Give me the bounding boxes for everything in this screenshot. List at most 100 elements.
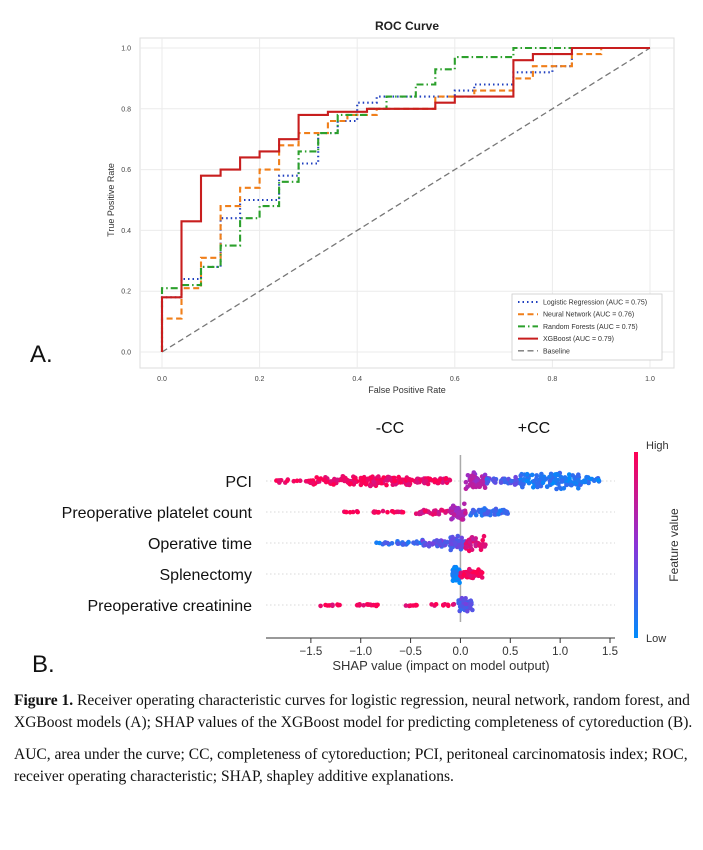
shap-dot <box>455 510 461 516</box>
shap-dot <box>470 536 476 542</box>
shap-dot <box>341 474 347 480</box>
panel-label-b: B. <box>32 651 55 678</box>
shap-dot <box>531 478 537 484</box>
shap-dot <box>480 541 486 547</box>
shap-dot <box>492 478 497 483</box>
shap-dot <box>455 505 461 511</box>
shap-dot <box>524 478 530 484</box>
shap-dot <box>558 474 564 480</box>
shap-dot <box>385 509 390 515</box>
shap-dot <box>497 508 503 514</box>
shap-dot <box>450 536 456 542</box>
shap-dot <box>344 509 349 515</box>
shap-dot <box>584 474 589 480</box>
shap-dot <box>555 472 560 477</box>
shap-dot <box>567 476 572 481</box>
shap-dot <box>524 471 530 477</box>
shap-dot <box>468 598 474 603</box>
shap-dot <box>423 478 429 484</box>
roc-x-tick-label: 0.8 <box>548 376 558 383</box>
caption-abbreviations: AUC, area under the curve; CC, completen… <box>14 746 688 785</box>
roc-legend-items: Logistic Regression (AUC = 0.75) Neural N… <box>518 300 647 355</box>
shap-dot <box>384 482 389 488</box>
shap-dot <box>361 603 366 608</box>
shap-dot <box>470 507 476 513</box>
shap-dot <box>439 507 444 513</box>
shap-dot <box>392 478 398 484</box>
shap-dot <box>503 509 509 514</box>
shap-dot <box>408 603 413 608</box>
shap-dot <box>470 482 476 487</box>
roc-y-tick-label: 0.4 <box>121 228 131 235</box>
shap-dot <box>535 484 540 490</box>
shap-dot <box>394 509 399 515</box>
shap-dot <box>462 501 467 507</box>
shap-dot <box>331 482 336 487</box>
shap-dot <box>429 602 434 607</box>
roc-y-tick-label: 0.6 <box>121 167 131 174</box>
shap-dot <box>361 479 367 484</box>
roc-legend-label-neural-network: Neural Network (AUC = 0.76) <box>543 312 634 319</box>
shap-dot <box>449 516 454 522</box>
shap-dot <box>566 472 572 477</box>
shap-x-axis: −1.5 −1.0 −0.5 0.0 0.5 1.0 1.5 <box>266 637 618 658</box>
shap-dot <box>406 540 411 545</box>
shap-dot <box>318 603 323 609</box>
shap-dot <box>476 482 482 487</box>
shap-dot <box>426 544 432 549</box>
shap-dot <box>456 600 461 606</box>
roc-legend-label-random-forests: Random Forests (AUC = 0.75) <box>543 324 638 331</box>
shap-dot <box>445 539 450 545</box>
roc-x-axis-label: False Positive Rate <box>368 385 446 395</box>
shap-dot <box>422 542 428 548</box>
shap-dot <box>553 477 559 482</box>
shap-dot <box>354 602 360 608</box>
shap-dot <box>463 601 469 607</box>
shap-dot <box>430 541 436 546</box>
shap-dot <box>451 569 456 575</box>
shap-dot <box>521 482 526 487</box>
shap-dot <box>467 602 473 608</box>
shap-row-preoperative-platelet-count <box>342 501 511 522</box>
panel-label-a: A. <box>30 341 53 368</box>
shap-dot <box>463 510 468 515</box>
shap-dot <box>415 480 420 485</box>
shap-dot <box>468 573 474 579</box>
shap-dot <box>560 478 565 484</box>
shap-dot <box>352 476 357 482</box>
shap-dot <box>534 473 539 478</box>
roc-chart: 0.0 0.2 0.4 0.6 0.8 1.0 0.0 0.2 0.4 0.6 0.8 1.0 ROC… <box>106 19 675 395</box>
shap-dot <box>278 478 284 483</box>
shap-dot <box>376 480 381 486</box>
shap-dot <box>406 476 411 482</box>
shap-dot <box>442 602 448 607</box>
shap-dot <box>365 477 371 482</box>
shap-dot <box>457 580 462 586</box>
shap-dot <box>465 608 470 614</box>
shap-dot <box>596 477 601 483</box>
shap-dot <box>508 478 514 484</box>
roc-x-tick-label: 0.6 <box>450 376 460 383</box>
shap-dot <box>337 602 342 608</box>
shap-dot <box>443 476 449 482</box>
shap-dot <box>400 542 406 547</box>
shap-dot <box>433 602 439 607</box>
shap-dot <box>513 474 518 480</box>
shap-dot <box>450 578 456 583</box>
shap-dot <box>440 542 445 547</box>
shap-dot <box>371 509 377 514</box>
shap-x-tick-label: 1.5 <box>602 646 618 658</box>
shap-dot <box>482 506 487 511</box>
shap-dot <box>481 533 487 539</box>
shap-dot <box>452 540 458 546</box>
shap-dot <box>389 541 395 546</box>
shap-dot <box>375 602 380 608</box>
shap-row-pci <box>274 470 602 492</box>
shap-colorbar-high-label: High <box>646 440 669 452</box>
shap-dot <box>576 486 581 491</box>
roc-x-tick-label: 1.0 <box>645 376 655 383</box>
shap-dot <box>538 474 543 480</box>
roc-legend-label-xgboost: XGBoost (AUC = 0.79) <box>543 336 614 343</box>
shap-dot <box>310 481 315 486</box>
shap-dot <box>422 508 428 514</box>
